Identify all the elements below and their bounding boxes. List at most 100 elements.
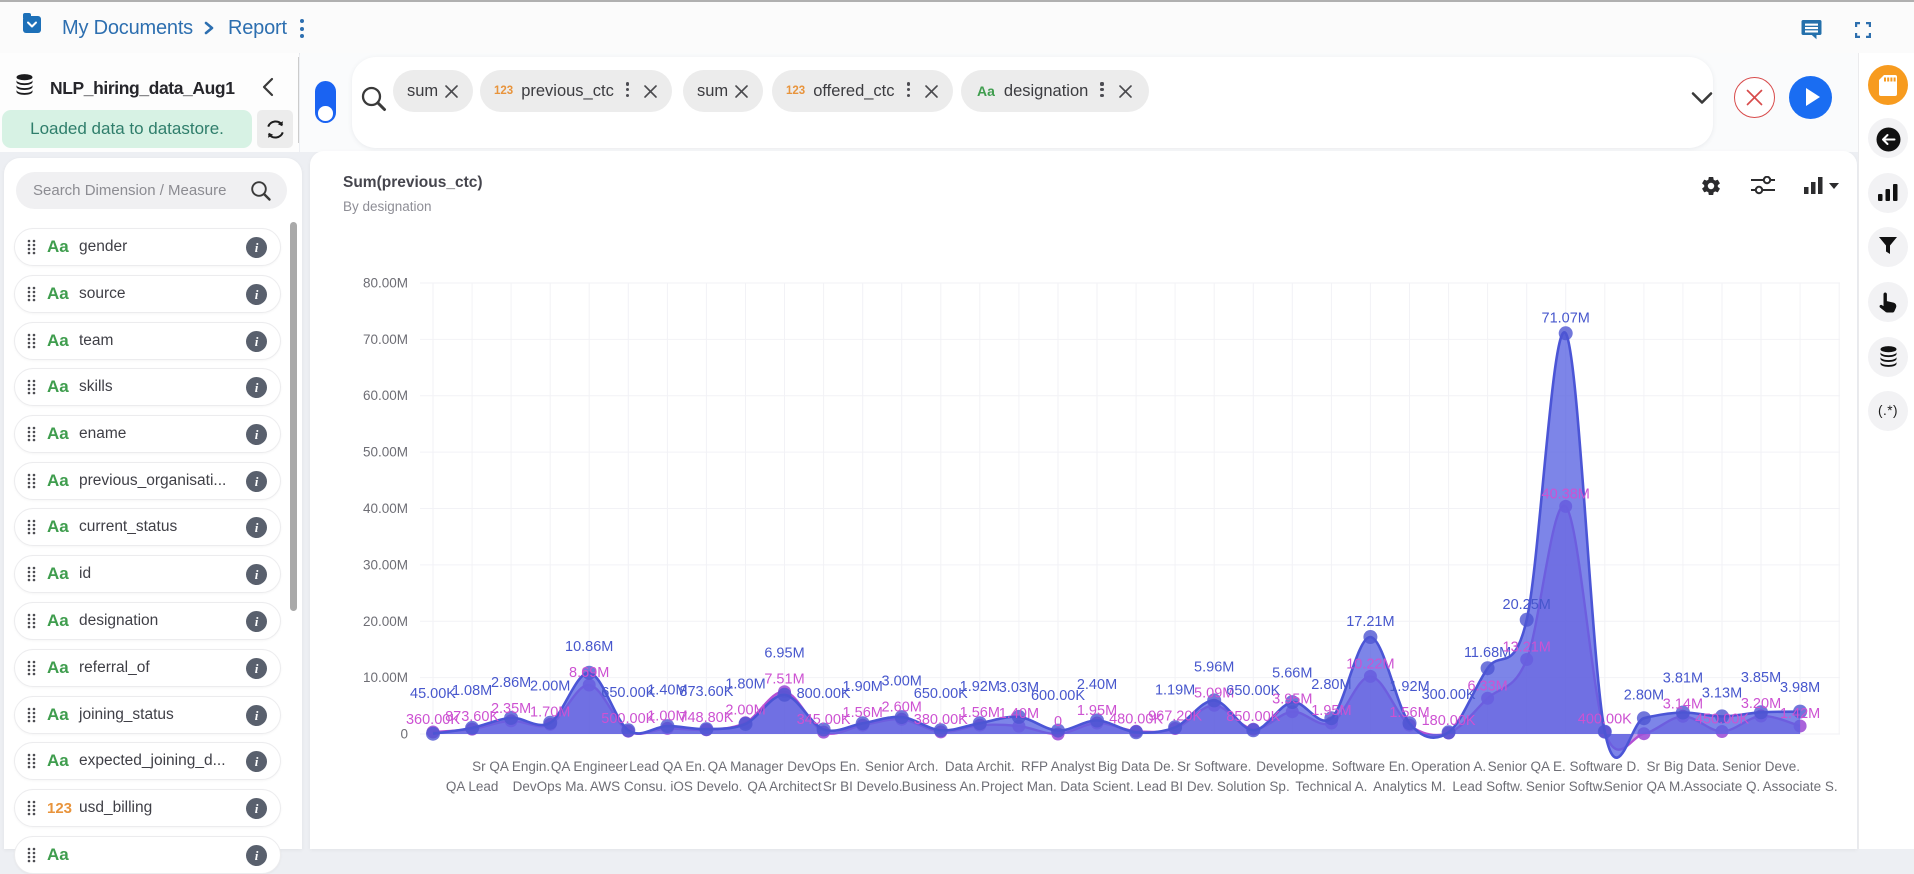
svg-text:1.56M: 1.56M [960,705,1000,721]
svg-text:50.00M: 50.00M [363,445,408,460]
svg-text:Associate Q.: Associate Q. [1684,779,1761,794]
svg-text:3.03M: 3.03M [999,680,1039,696]
svg-text:QA Lead: QA Lead [446,779,499,794]
svg-text:71.07M: 71.07M [1542,310,1590,326]
svg-text:Data Scient.: Data Scient. [1060,779,1134,794]
svg-text:3.00M: 3.00M [882,673,922,689]
svg-text:5.96M: 5.96M [1194,659,1234,675]
svg-text:17.21M: 17.21M [1346,614,1394,630]
svg-text:873.60K: 873.60K [445,709,499,725]
svg-text:Sr Big Data.: Sr Big Data. [1647,759,1720,774]
svg-text:500.00K: 500.00K [601,711,655,727]
svg-text:3.14M: 3.14M [1663,696,1703,712]
svg-text:748.80K: 748.80K [679,710,733,726]
svg-text:Technical A.: Technical A. [1295,779,1367,794]
svg-text:0: 0 [1054,714,1062,730]
svg-text:1.95M: 1.95M [1077,703,1117,719]
svg-text:3.95M: 3.95M [1272,692,1312,708]
svg-text:1.70M: 1.70M [530,704,570,720]
svg-text:300.00K: 300.00K [1422,687,1476,703]
svg-text:5.66M: 5.66M [1272,666,1312,682]
svg-text:Lead BI Dev.: Lead BI Dev. [1137,779,1214,794]
svg-text:480.00K: 480.00K [1109,711,1163,727]
svg-text:873.60K: 873.60K [679,684,733,700]
svg-text:2.40M: 2.40M [1077,677,1117,693]
svg-text:2.35M: 2.35M [491,701,531,717]
svg-text:1.00M: 1.00M [647,708,687,724]
svg-text:20.00M: 20.00M [363,614,408,629]
svg-text:345.00K: 345.00K [797,712,851,728]
svg-text:Senior Softw.: Senior Softw. [1526,779,1606,794]
svg-text:1.40M: 1.40M [999,706,1039,722]
svg-text:20.25M: 20.25M [1503,597,1551,613]
svg-text:13.21M: 13.21M [1503,640,1551,656]
svg-text:967.20K: 967.20K [1148,709,1202,725]
svg-text:30.00M: 30.00M [363,557,408,572]
svg-text:360.00K: 360.00K [406,712,460,728]
svg-text:2.00M: 2.00M [530,678,570,694]
svg-text:45.00K: 45.00K [410,686,456,702]
svg-text:1.80M: 1.80M [725,677,765,693]
svg-text:10.86M: 10.86M [565,639,613,655]
svg-text:2.80M: 2.80M [1311,677,1351,693]
svg-text:1.95M: 1.95M [1311,703,1351,719]
svg-text:1.56M: 1.56M [843,705,883,721]
svg-text:3.98M: 3.98M [1780,680,1820,696]
svg-text:400.00K: 400.00K [1578,712,1632,728]
svg-text:Data Archit.: Data Archit. [945,759,1015,774]
svg-text:1.19M: 1.19M [1155,683,1195,699]
svg-text:Senior Arch.: Senior Arch. [865,759,939,774]
svg-text:1.92M: 1.92M [960,679,1000,695]
svg-text:1.40M: 1.40M [647,682,687,698]
svg-text:2.60M: 2.60M [882,699,922,715]
svg-text:Sr BI Develo.: Sr BI Develo. [823,779,903,794]
svg-text:2.00M: 2.00M [725,703,765,719]
svg-text:600.00K: 600.00K [1031,688,1085,704]
svg-text:7.51M: 7.51M [764,672,804,688]
svg-text:2.86M: 2.86M [491,675,531,691]
svg-text:RFP Analyst: RFP Analyst [1021,759,1095,774]
svg-text:10.22M: 10.22M [1346,656,1394,672]
svg-text:380.00K: 380.00K [914,712,968,728]
svg-text:Software En.: Software En. [1332,759,1409,774]
svg-text:1.90M: 1.90M [843,679,883,695]
svg-text:Developme.: Developme. [1256,759,1328,774]
svg-text:6.95M: 6.95M [764,646,804,662]
svg-text:40.00M: 40.00M [363,501,408,516]
svg-text:QA Engineer: QA Engineer [551,759,628,774]
svg-text:40.38M: 40.38M [1542,486,1590,502]
svg-text:1.08M: 1.08M [452,683,492,699]
svg-text:10.00M: 10.00M [363,670,408,685]
svg-text:Associate S.: Associate S. [1763,779,1838,794]
svg-text:QA Manager: QA Manager [708,759,784,774]
svg-text:450.00K: 450.00K [1695,712,1749,728]
svg-text:iOS Develo.: iOS Develo. [670,779,742,794]
svg-text:Senior Deve.: Senior Deve. [1722,759,1800,774]
svg-text:DevOps En.: DevOps En. [787,759,860,774]
svg-text:8.69M: 8.69M [569,665,609,681]
svg-text:Project Man.: Project Man. [981,779,1057,794]
svg-text:650.00K: 650.00K [914,686,968,702]
svg-text:Senior QA E.: Senior QA E. [1488,759,1566,774]
svg-text:11.68M: 11.68M [1464,645,1511,661]
svg-text:650.00K: 650.00K [1226,683,1280,699]
svg-text:Solution Sp.: Solution Sp. [1217,779,1290,794]
svg-text:Operation A.: Operation A. [1411,759,1486,774]
svg-text:Lead Softw.: Lead Softw. [1452,779,1523,794]
svg-text:3.85M: 3.85M [1741,670,1781,686]
svg-text:1.42M: 1.42M [1780,706,1820,722]
svg-text:Sr Software.: Sr Software. [1177,759,1251,774]
svg-text:DevOps Ma.: DevOps Ma. [513,779,588,794]
svg-text:3.13M: 3.13M [1702,686,1742,702]
svg-text:Software D.: Software D. [1570,759,1641,774]
svg-text:Lead QA En.: Lead QA En. [629,759,706,774]
svg-text:6.33M: 6.33M [1467,678,1507,694]
svg-text:5.09M: 5.09M [1194,685,1234,701]
svg-text:800.00K: 800.00K [797,686,851,702]
svg-text:Senior QA M.: Senior QA M. [1604,779,1684,794]
svg-text:3.81M: 3.81M [1663,670,1703,686]
svg-text:Analytics M.: Analytics M. [1373,779,1446,794]
svg-text:Big Data De.: Big Data De. [1098,759,1175,774]
svg-text:70.00M: 70.00M [363,332,408,347]
svg-text:180.00K: 180.00K [1422,713,1476,729]
